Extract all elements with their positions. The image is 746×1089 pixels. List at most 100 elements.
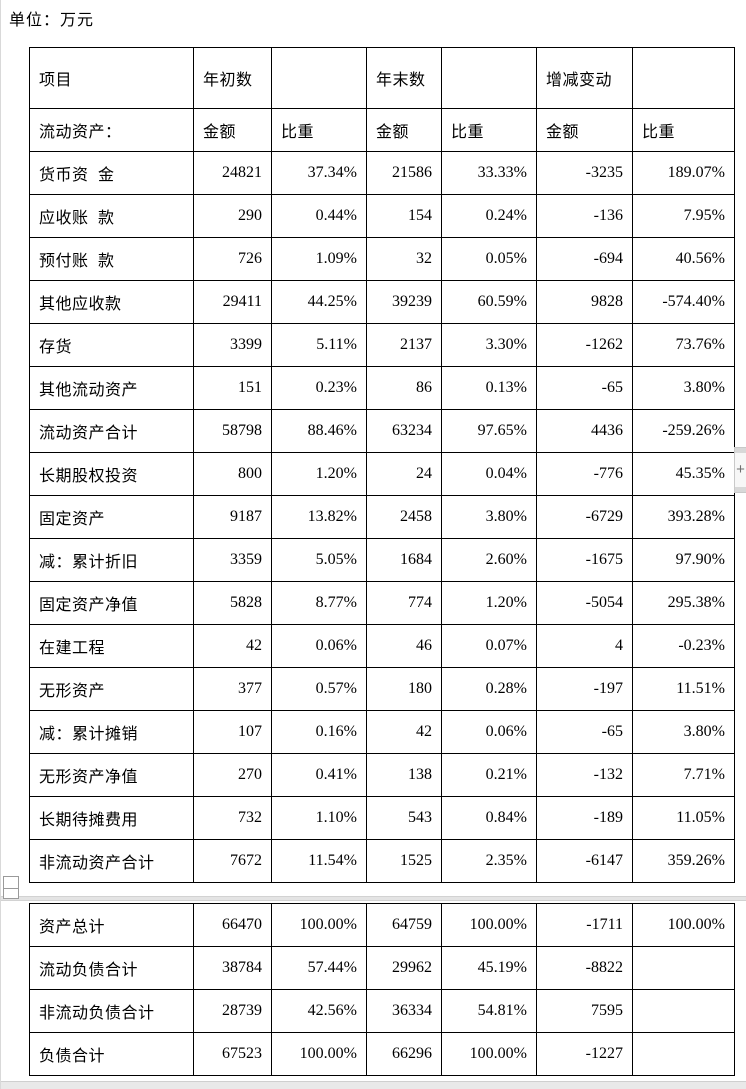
value-cell: -1262 (536, 323, 633, 367)
value-cell: 67523 (193, 1032, 272, 1076)
value-cell: 0.23% (271, 366, 367, 410)
row-label-cell: 货币资 金 (29, 151, 194, 195)
value-cell: -259.26% (632, 409, 735, 453)
value-cell: 1684 (366, 538, 442, 582)
value-cell: -132 (536, 753, 633, 797)
value-cell: 100.00% (632, 903, 735, 947)
value-cell: 33.33% (441, 151, 537, 195)
value-cell: 189.07% (632, 151, 735, 195)
value-cell: 359.26% (632, 839, 735, 883)
assets-table-lower-fragment: 资产总计 66470 100.00% 64759 100.00% -1711 100.00%… (29, 903, 735, 1076)
row-label-cell: 流动资产合计 (29, 409, 194, 453)
table-row: 长期股权投资 800 1.20% 24 0.04% -776 45.35% (29, 452, 735, 496)
value-cell: -136 (536, 194, 633, 238)
value-cell (632, 989, 735, 1033)
value-cell: 60.59% (441, 280, 537, 324)
value-cell: -776 (536, 452, 633, 496)
table-row: 减：累计摊销 107 0.16% 42 0.06% -65 3.80% (29, 710, 735, 754)
value-cell: 290 (193, 194, 272, 238)
row-label-cell: 负债合计 (29, 1032, 194, 1076)
row-label-cell: 存货 (29, 323, 194, 367)
header-proportion: 比重 (441, 108, 537, 152)
value-cell: 38784 (193, 946, 272, 990)
value-cell: 88.46% (271, 409, 367, 453)
value-cell: 800 (193, 452, 272, 496)
value-cell: 5.05% (271, 538, 367, 582)
value-cell: 42 (193, 624, 272, 668)
table-row: 负债合计 67523 100.00% 66296 100.00% -1227 (29, 1032, 735, 1076)
value-cell: 21586 (366, 151, 442, 195)
value-cell: 3.80% (441, 495, 537, 539)
expand-button[interactable]: + (734, 447, 746, 493)
value-cell: 86 (366, 366, 442, 410)
value-cell: 24 (366, 452, 442, 496)
value-cell: 0.04% (441, 452, 537, 496)
value-cell: 0.57% (271, 667, 367, 711)
value-cell: 0.24% (441, 194, 537, 238)
value-cell: 1.20% (271, 452, 367, 496)
row-label-cell: 其他流动资产 (29, 366, 194, 410)
value-cell: 138 (366, 753, 442, 797)
table-row: 减：累计折旧 3359 5.05% 1684 2.60% -1675 97.90% (29, 538, 735, 582)
value-cell: 97.65% (441, 409, 537, 453)
table-resize-handle[interactable] (3, 876, 19, 899)
row-label-cell: 固定资产 (29, 495, 194, 539)
value-cell: 3.80% (632, 366, 735, 410)
value-cell: 0.28% (441, 667, 537, 711)
value-cell: 29962 (366, 946, 442, 990)
row-label-cell: 其他应收款 (29, 280, 194, 324)
value-cell: 1525 (366, 839, 442, 883)
value-cell: -0.23% (632, 624, 735, 668)
value-cell: 13.82% (271, 495, 367, 539)
table-row: 在建工程 42 0.06% 46 0.07% 4 -0.23% (29, 624, 735, 668)
table-header-row-groups: 项目 年初数 年末数 增减变动 (29, 47, 735, 109)
value-cell: 66296 (366, 1032, 442, 1076)
row-label-cell: 长期待摊费用 (29, 796, 194, 840)
value-cell: -6147 (536, 839, 633, 883)
value-cell: -1675 (536, 538, 633, 582)
header-change: 增减变动 (536, 47, 633, 109)
value-cell: 28739 (193, 989, 272, 1033)
value-cell: -574.40% (632, 280, 735, 324)
unit-label: 单位：万元 (9, 12, 95, 29)
value-cell: -1227 (536, 1032, 633, 1076)
table-row: 资产总计 66470 100.00% 64759 100.00% -1711 100.00% (29, 903, 735, 947)
row-label-cell: 在建工程 (29, 624, 194, 668)
value-cell: 270 (193, 753, 272, 797)
header-empty (441, 47, 537, 109)
value-cell: 4 (536, 624, 633, 668)
table-row: 非流动负债合计 28739 42.56% 36334 54.81% 7595 (29, 989, 735, 1033)
value-cell: 5.11% (271, 323, 367, 367)
value-cell: 0.41% (271, 753, 367, 797)
value-cell (632, 946, 735, 990)
value-cell: 100.00% (441, 1032, 537, 1076)
header-amount: 金额 (366, 108, 442, 152)
value-cell: 9187 (193, 495, 272, 539)
header-amount: 金额 (193, 108, 272, 152)
value-cell: 100.00% (271, 1032, 367, 1076)
value-cell: 42 (366, 710, 442, 754)
value-cell: 3399 (193, 323, 272, 367)
value-cell: 0.07% (441, 624, 537, 668)
row-label-cell: 非流动负债合计 (29, 989, 194, 1033)
row-label-cell: 减：累计折旧 (29, 538, 194, 582)
value-cell: 36334 (366, 989, 442, 1033)
page-break-strip (1, 896, 746, 901)
row-label-cell: 无形资产 (29, 667, 194, 711)
value-cell: 8.77% (271, 581, 367, 625)
value-cell: -65 (536, 710, 633, 754)
value-cell: 732 (193, 796, 272, 840)
header-proportion: 比重 (271, 108, 367, 152)
value-cell: 63234 (366, 409, 442, 453)
value-cell: 1.20% (441, 581, 537, 625)
table-row: 应收账 款 290 0.44% 154 0.24% -136 7.95% (29, 194, 735, 238)
table-row: 非流动资产合计 7672 11.54% 1525 2.35% -6147 359.26% (29, 839, 735, 883)
assets-table-upper-fragment: 项目 年初数 年末数 增减变动 流动资产： 金额 比重 金额 比重 金额 比重 … (29, 47, 735, 883)
value-cell: 2.35% (441, 839, 537, 883)
value-cell: -694 (536, 237, 633, 281)
header-item: 项目 (29, 47, 194, 109)
value-cell: -8822 (536, 946, 633, 990)
value-cell: 45.35% (632, 452, 735, 496)
header-year-end: 年末数 (366, 47, 442, 109)
value-cell: 0.21% (441, 753, 537, 797)
